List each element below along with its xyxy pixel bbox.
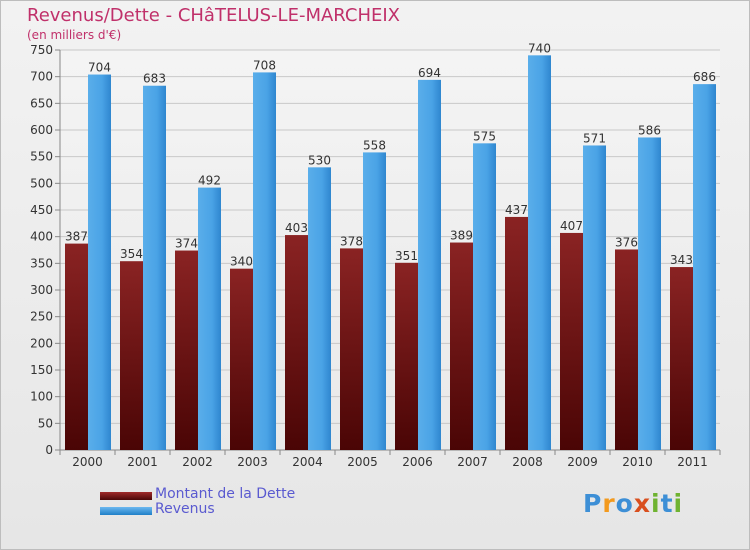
bar-debt [230, 268, 253, 450]
chart-title: Revenus/Dette - CHâTELUS-LE-MARCHEIX [27, 5, 401, 26]
logo-letter: i [651, 489, 661, 518]
y-tick-label: 600 [30, 123, 53, 137]
bar-revenue [473, 143, 496, 451]
bar-revenue [693, 84, 716, 450]
bar-debt [615, 249, 638, 450]
data-label-debt: 403 [285, 221, 308, 235]
x-tick-label: 2010 [622, 455, 653, 469]
data-label-revenue: 704 [88, 61, 111, 75]
data-label-revenue: 694 [418, 66, 441, 80]
bar-debt [670, 267, 693, 450]
legend-swatch-debt [100, 492, 152, 500]
bar-revenue [363, 152, 386, 450]
data-label-revenue: 571 [583, 131, 606, 145]
bar-revenue [88, 74, 111, 451]
data-label-debt: 354 [120, 247, 143, 261]
y-tick-label: 650 [30, 96, 53, 110]
y-tick-label: 50 [38, 416, 53, 430]
data-label-debt: 378 [340, 234, 363, 248]
x-tick-label: 2005 [347, 455, 378, 469]
y-tick-label: 750 [30, 43, 53, 57]
y-tick-label: 200 [30, 336, 53, 350]
data-label-revenue: 683 [143, 72, 166, 86]
y-tick-label: 550 [30, 150, 53, 164]
data-label-revenue: 740 [528, 41, 551, 55]
bar-debt [175, 250, 198, 450]
x-tick-label: 2000 [72, 455, 103, 469]
bar-revenue [143, 85, 166, 450]
x-tick-label: 2011 [677, 455, 708, 469]
x-tick-label: 2003 [237, 455, 268, 469]
legend-label-revenue: Revenus [155, 501, 215, 517]
x-tick-label: 2007 [457, 455, 488, 469]
bar-debt [340, 248, 363, 450]
proxiti-logo: Proxiti [583, 489, 683, 518]
y-tick-label: 700 [30, 70, 53, 84]
bar-revenue [418, 79, 441, 450]
bar-revenue [253, 72, 276, 451]
bar-debt [65, 243, 88, 450]
y-tick-label: 100 [30, 390, 53, 404]
y-tick-label: 500 [30, 176, 53, 190]
x-tick-label: 2009 [567, 455, 598, 469]
plot-area [60, 50, 720, 450]
logo-letter: i [673, 489, 684, 518]
bar-debt [505, 216, 528, 450]
data-label-revenue: 586 [638, 123, 661, 137]
data-label-revenue: 708 [253, 58, 276, 72]
data-label-revenue: 530 [308, 153, 331, 167]
y-tick-label: 150 [30, 363, 53, 377]
legend-swatch-revenue [100, 507, 152, 515]
data-label-debt: 437 [505, 203, 528, 217]
bar-debt [120, 261, 143, 450]
logo-letter: t [660, 489, 674, 518]
x-tick-label: 2001 [127, 455, 158, 469]
legend-label-debt: Montant de la Dette [155, 486, 296, 502]
logo-letter: x [633, 489, 651, 518]
x-tick-label: 2004 [292, 455, 323, 469]
data-label-revenue: 558 [363, 138, 386, 152]
data-label-debt: 387 [65, 230, 88, 244]
bar-revenue [198, 187, 221, 450]
y-tick-label: 400 [30, 230, 53, 244]
bar-revenue [638, 137, 661, 450]
y-tick-label: 450 [30, 203, 53, 217]
data-label-debt: 389 [450, 229, 473, 243]
data-label-debt: 343 [670, 253, 693, 267]
data-label-debt: 340 [230, 255, 253, 269]
bar-debt [285, 235, 308, 450]
data-label-debt: 407 [560, 219, 583, 233]
data-label-revenue: 686 [693, 70, 716, 84]
chart-subtitle: (en milliers d'€) [27, 28, 122, 42]
y-tick-label: 0 [45, 443, 53, 457]
bar-revenue [308, 167, 331, 451]
x-tick-label: 2008 [512, 455, 543, 469]
x-tick-label: 2006 [402, 455, 433, 469]
bar-revenue [583, 145, 606, 450]
logo-letter: P [583, 489, 603, 518]
bar-revenue [528, 55, 551, 450]
y-tick-label: 350 [30, 256, 53, 270]
data-label-debt: 376 [615, 235, 638, 249]
bar-debt [450, 242, 473, 450]
data-label-revenue: 575 [473, 129, 496, 143]
y-tick-label: 250 [30, 310, 53, 324]
bar-debt [560, 232, 583, 450]
x-tick-label: 2002 [182, 455, 213, 469]
y-tick-label: 300 [30, 283, 53, 297]
logo-letter: r [602, 489, 616, 518]
bar-debt [395, 262, 418, 450]
data-label-revenue: 492 [198, 174, 221, 188]
data-label-debt: 351 [395, 249, 418, 263]
logo-letter: o [615, 489, 634, 518]
data-label-debt: 374 [175, 237, 198, 251]
